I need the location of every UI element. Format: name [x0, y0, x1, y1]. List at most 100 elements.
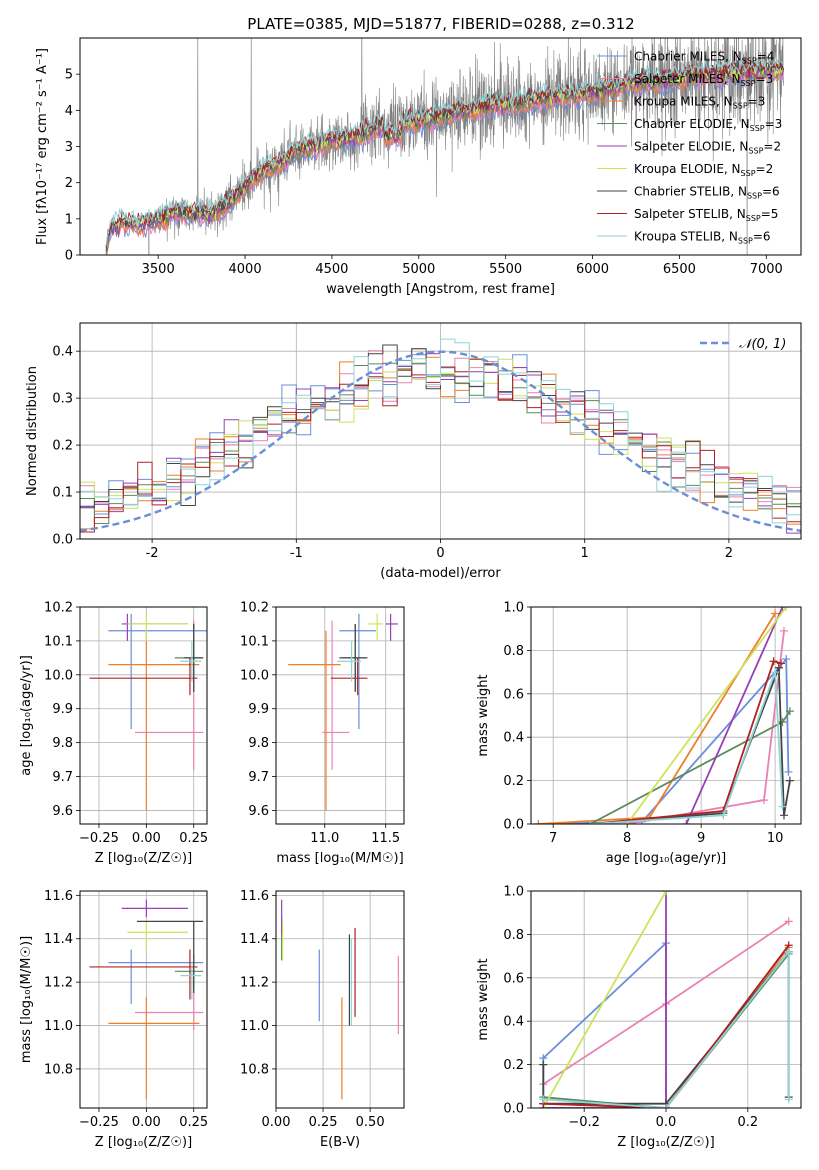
y-axis-label: mass weight — [476, 674, 491, 756]
y-tick-label: 10.8 — [240, 1062, 269, 1077]
y-tick-label: 0.6 — [503, 687, 524, 702]
axes-mass_vs_ebv: 0.00 0.25 0.50 10.8 11.0 11.2 11.4 11.6 E(B-V) — [240, 889, 405, 1150]
weight-marker — [778, 607, 787, 611]
y-tick-label: 9.8 — [52, 736, 73, 751]
residual-histogram — [80, 338, 801, 524]
y-tick-label: 9.7 — [52, 770, 73, 785]
axes-weight_vs_Z: −0.2 0.0 0.2 0.0 0.2 0.4 0.6 0.8 1.0 Z [log₁₀(Z/Z… — [476, 885, 802, 1150]
weight-marker — [586, 820, 595, 824]
x-tick-label: 1 — [581, 546, 589, 561]
model-spectrum — [105, 58, 785, 246]
x-axis-label: E(B-V) — [320, 1135, 360, 1150]
y-tick-label: 0.8 — [503, 644, 524, 659]
axes-frame — [79, 606, 208, 825]
plot-area-age_vs_Z — [89, 613, 207, 811]
weight-series — [539, 947, 793, 1108]
x-axis-label: mass [log₁₀(M/M☉)] — [276, 851, 403, 866]
x-axis-label: (data-model)/error — [380, 566, 501, 581]
weight-marker — [784, 1095, 793, 1104]
y-tick-label: 9.7 — [248, 770, 269, 785]
errorbar-point — [89, 949, 198, 1000]
errorbar-point — [339, 613, 376, 730]
axes-spectrum: 3500 4000 4500 5000 5500 6000 6500 7000 0 1 2 3 4 5 wa… — [35, 37, 802, 297]
x-tick-label: -1 — [290, 546, 303, 561]
y-tick-label: 0.3 — [52, 392, 73, 407]
weight-series — [586, 663, 794, 824]
y-tick-label: 3 — [65, 140, 73, 155]
model-spectrum — [105, 64, 784, 255]
y-tick-label: 10.8 — [44, 1062, 73, 1077]
weight-marker — [771, 609, 780, 618]
x-tick-label: 11.0 — [310, 831, 339, 846]
y-tick-label: 10.1 — [240, 634, 269, 649]
x-axis-label: age [log₁₀(age/yr)] — [606, 851, 727, 866]
weight-line — [626, 607, 787, 824]
weight-line — [685, 607, 784, 824]
y-tick-label: 10.0 — [240, 668, 269, 683]
errorbar-point — [288, 630, 341, 811]
axes-frame — [275, 890, 405, 1109]
weight-marker — [662, 1104, 670, 1108]
y-tick-label: 9.8 — [248, 736, 269, 751]
weight-marker — [662, 891, 670, 895]
x-tick-label: 7 — [549, 831, 557, 846]
weight-series — [534, 609, 780, 824]
normal-curve — [80, 350, 801, 532]
x-tick-label: 11.5 — [371, 831, 400, 846]
plot-area-residuals — [80, 338, 801, 534]
x-tick-label: 5500 — [489, 262, 522, 277]
y-tick-label: 0.6 — [503, 971, 524, 986]
x-axis-label: Z [log₁₀(Z/Z☉)] — [95, 851, 192, 866]
model-spectrum — [105, 57, 784, 246]
axes-frame — [530, 890, 802, 1109]
x-tick-label: 6000 — [576, 262, 609, 277]
legend-label: Salpeter STELIB, NSSP=5 — [634, 207, 778, 223]
weight-line — [542, 941, 667, 1108]
y-tick-label: 4 — [65, 104, 73, 119]
y-axis-label: mass [log₁₀(M/M☉)] — [19, 936, 34, 1063]
weight-marker — [785, 776, 794, 785]
y-tick-label: 0.4 — [503, 731, 524, 746]
weight-line — [590, 660, 782, 824]
weight-series — [682, 607, 787, 824]
x-tick-label: 0.25 — [309, 1115, 338, 1130]
axes-mass_vs_Z: −0.25 0.00 0.25 10.8 11.0 11.2 11.4 11.6 Z [log₁… — [19, 889, 208, 1150]
weight-marker — [784, 947, 793, 956]
weight-marker — [682, 820, 691, 824]
weight-marker — [779, 626, 788, 635]
errorbar-point — [174, 953, 204, 989]
y-tick-label: 9.9 — [52, 702, 73, 717]
axes-age_vs_Z: −0.25 0.00 0.25 9.6 9.7 9.8 9.9 10.0 10.1 10.2 Z [… — [19, 601, 208, 867]
y-tick-label: 2 — [65, 176, 73, 191]
legend-label: Salpeter MILES, NSSP=3 — [634, 72, 773, 88]
errorbar-point — [121, 899, 189, 918]
errorbar-point — [322, 620, 350, 770]
weight-marker — [777, 659, 786, 668]
y-axis-label: Flux [fλ10⁻¹⁷ erg cm⁻² s⁻¹ A⁻¹] — [35, 48, 50, 245]
x-tick-label: 3500 — [142, 262, 175, 277]
weight-marker — [784, 917, 793, 926]
weight-marker — [769, 657, 778, 666]
x-tick-label: 0.00 — [132, 831, 161, 846]
weight-marker — [534, 820, 543, 824]
y-tick-label: 11.0 — [240, 1019, 269, 1034]
x-tick-label: 0 — [436, 546, 444, 561]
y-tick-label: 9.9 — [248, 702, 269, 717]
weight-marker — [719, 811, 728, 820]
y-tick-label: 9.6 — [248, 804, 269, 819]
plot-area-mass_vs_ebv — [281, 899, 399, 1100]
errorbar-point — [136, 920, 204, 993]
y-tick-label: 5 — [65, 68, 73, 83]
errorbar-point — [367, 613, 384, 641]
plot-area-weight_vs_Z — [539, 891, 793, 1108]
y-tick-label: 11.0 — [44, 1019, 73, 1034]
weight-marker — [785, 707, 794, 716]
errorbar-point — [127, 613, 189, 641]
y-tick-label: 0.4 — [503, 1015, 524, 1030]
y-tick-label: 0.0 — [503, 818, 524, 833]
x-tick-label: 0.00 — [132, 1115, 161, 1130]
legend-label: Kroupa ELODIE, NSSP=2 — [634, 162, 773, 178]
errorbar-point — [134, 620, 204, 770]
weight-series — [586, 668, 787, 824]
